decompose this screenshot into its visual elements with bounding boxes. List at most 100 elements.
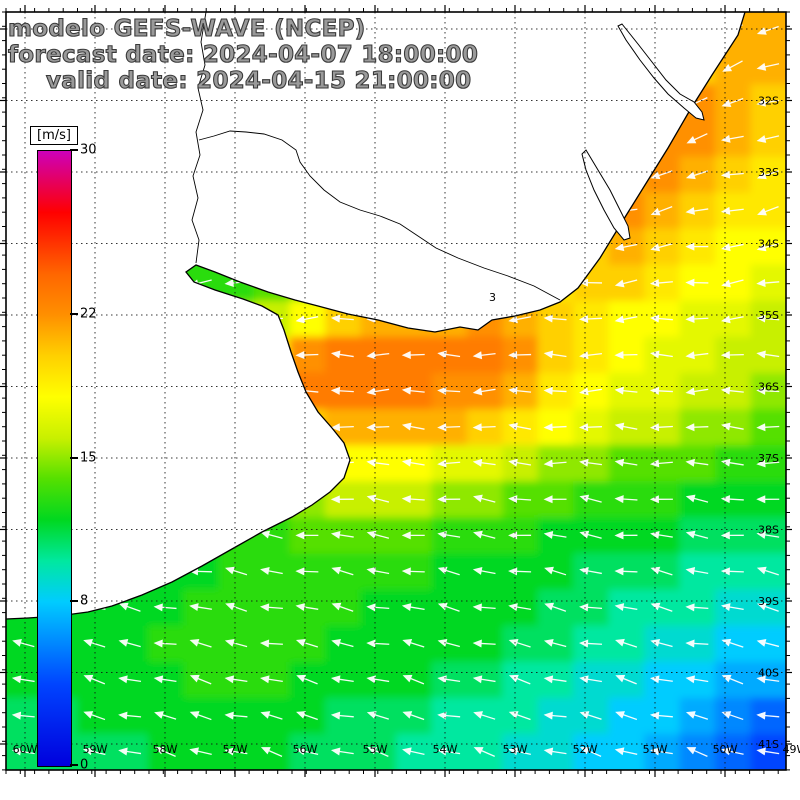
wind-arrow bbox=[685, 675, 709, 684]
wind-arrow bbox=[260, 747, 283, 757]
wind-arrow bbox=[330, 711, 354, 720]
wind-arrow bbox=[650, 530, 673, 539]
wind-arrow bbox=[614, 279, 638, 288]
colorbar-tick bbox=[70, 456, 78, 459]
wind-arrow bbox=[756, 566, 779, 576]
wind-arrow bbox=[720, 458, 744, 467]
wind-arrow bbox=[615, 674, 637, 685]
wind-arrow bbox=[260, 711, 283, 720]
title-block: modelo GEFS-WAVE (NCEP) forecast date: 2… bbox=[7, 15, 478, 94]
wind-arrow bbox=[756, 135, 780, 143]
wind-arrow bbox=[721, 97, 744, 108]
colorbar-tick-label: 22 bbox=[80, 306, 97, 322]
wind-arrow bbox=[579, 603, 603, 612]
lon-label: 54W bbox=[433, 743, 458, 756]
wind-arrow bbox=[614, 603, 638, 612]
wind-arrow bbox=[756, 243, 780, 252]
wind-arrow bbox=[118, 711, 142, 720]
wind-arrow bbox=[295, 351, 319, 360]
colorbar-tick bbox=[70, 149, 78, 151]
colorbar: [m/s] 30 22 15 8 0 bbox=[30, 126, 150, 786]
wind-arrow bbox=[720, 350, 744, 359]
wind-arrow bbox=[83, 638, 106, 648]
wind-arrow bbox=[11, 711, 35, 720]
wind-arrow bbox=[366, 566, 390, 575]
model-title: modelo GEFS-WAVE (NCEP) bbox=[7, 15, 366, 42]
wind-arrow bbox=[189, 711, 212, 721]
wind-arrow bbox=[189, 747, 212, 756]
wind-arrow bbox=[260, 566, 283, 575]
wind-arrow bbox=[650, 170, 673, 180]
lon-label: 56W bbox=[293, 743, 318, 756]
wind-arrow bbox=[331, 602, 354, 612]
wind-arrow bbox=[685, 567, 709, 575]
wind-arrow bbox=[402, 747, 425, 756]
wind-arrow bbox=[756, 711, 780, 720]
land bbox=[6, 12, 746, 620]
wind-arrow bbox=[330, 747, 354, 756]
wind-arrow bbox=[720, 206, 744, 215]
wind-arrow bbox=[296, 674, 318, 685]
wind-arrow bbox=[508, 747, 531, 756]
wind-arrow bbox=[472, 675, 496, 684]
wind-arrow bbox=[685, 207, 709, 215]
field-cell bbox=[679, 120, 717, 158]
wind-arrow bbox=[330, 423, 354, 432]
wind-arrow bbox=[685, 387, 709, 396]
wind-arrow bbox=[508, 674, 531, 685]
wind-arrow bbox=[331, 639, 354, 648]
wind-arrow bbox=[366, 711, 389, 720]
wind-arrow bbox=[757, 205, 779, 216]
wind-arrow bbox=[720, 531, 744, 540]
wind-arrow bbox=[366, 530, 390, 539]
wind-arrow bbox=[330, 386, 354, 395]
wind-arrow bbox=[366, 387, 390, 396]
wind-arrow bbox=[721, 638, 744, 648]
lon-label: 57W bbox=[223, 743, 248, 756]
wind-arrow bbox=[580, 747, 602, 757]
wind-arrow bbox=[224, 747, 248, 756]
wind-arrow bbox=[685, 278, 709, 287]
wind-arrow bbox=[543, 711, 567, 720]
lat-label: 33S bbox=[758, 166, 779, 179]
wind-arrow bbox=[543, 423, 567, 432]
wind-arrow bbox=[402, 711, 425, 721]
wind-arrow bbox=[366, 603, 390, 612]
lat-label: 41S bbox=[758, 738, 779, 751]
wind-arrow bbox=[721, 243, 744, 252]
colorbar-gradient bbox=[37, 150, 72, 767]
border-brazil-uruguay bbox=[198, 130, 561, 301]
wind-arrow bbox=[295, 531, 319, 540]
wind-arrow bbox=[685, 711, 709, 720]
wind-arrow bbox=[649, 495, 673, 504]
wind-arrow bbox=[720, 603, 744, 612]
wind-arrow bbox=[401, 458, 425, 467]
wind-arrow bbox=[614, 567, 638, 576]
wind-arrow bbox=[11, 675, 35, 684]
lagoon-patos bbox=[617, 23, 705, 121]
wind-arrow bbox=[685, 530, 709, 539]
wind-arrow bbox=[401, 567, 425, 576]
wind-arrow bbox=[11, 747, 35, 756]
wind-arrow bbox=[720, 386, 744, 395]
wind-arrow bbox=[579, 494, 602, 503]
lon-label: 59W bbox=[83, 743, 108, 756]
wind-arrow bbox=[508, 422, 532, 431]
wind-arrow bbox=[756, 314, 780, 323]
lat-label: 38S bbox=[758, 524, 779, 537]
wind-arrow bbox=[508, 711, 531, 721]
wind-arrow bbox=[366, 423, 390, 432]
wind-arrow bbox=[614, 243, 638, 252]
wind-arrow bbox=[685, 242, 709, 251]
wind-arrow bbox=[614, 350, 638, 359]
wind-arrow bbox=[366, 494, 390, 503]
colorbar-tick bbox=[70, 600, 78, 602]
lat-label: 34S bbox=[758, 238, 779, 251]
wind-arrow bbox=[756, 350, 780, 359]
wind-arrow bbox=[437, 747, 461, 756]
wind-arrow bbox=[615, 638, 638, 648]
wind-arrow bbox=[685, 423, 709, 432]
wind-arrow bbox=[473, 494, 496, 503]
wind-arrow bbox=[189, 603, 212, 612]
wind-arrow bbox=[579, 711, 602, 720]
